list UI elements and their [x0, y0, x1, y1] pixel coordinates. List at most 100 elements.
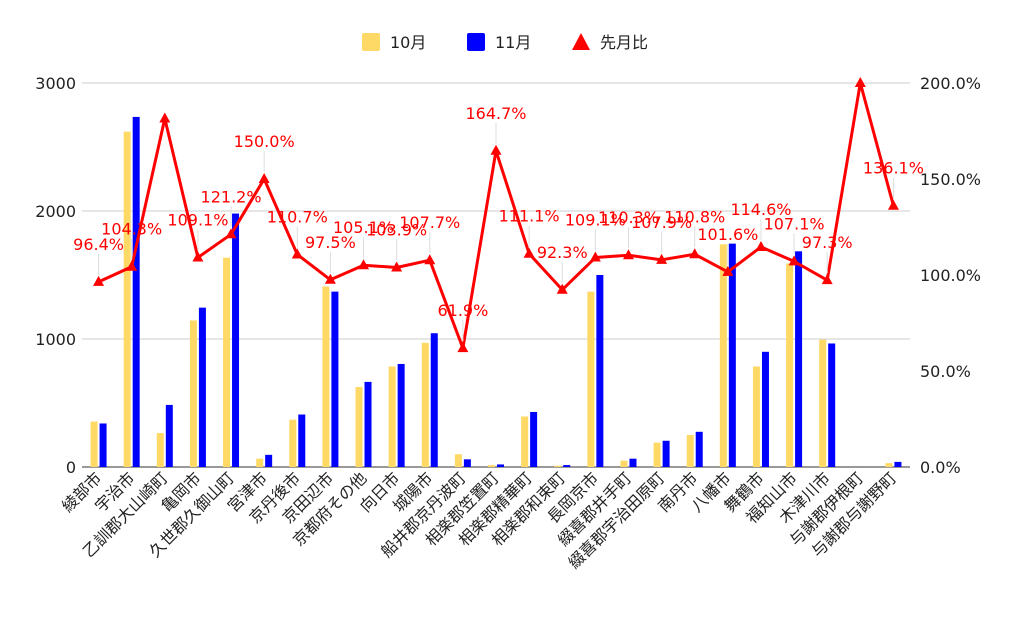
ratio-point	[622, 249, 634, 260]
ratio-point	[854, 77, 866, 87]
bar-nov	[364, 381, 372, 467]
ratio-data-label: 114.6%	[730, 200, 791, 219]
ratio-point	[722, 265, 734, 276]
ratio-point	[258, 173, 270, 183]
bar-oct	[322, 286, 330, 467]
ratio-data-label: 121.2%	[201, 187, 262, 206]
y-left-tick-label: 3000	[35, 74, 76, 93]
y-right-tick-label: 100.0%	[920, 266, 981, 285]
bar-oct	[554, 465, 562, 467]
ratio-point	[755, 240, 767, 251]
y-right-tick-label: 0.0%	[920, 458, 961, 477]
ratio-point	[225, 228, 237, 239]
bar-oct	[653, 442, 661, 467]
ratio-data-label: 110.3%	[598, 208, 659, 227]
bar-oct	[189, 320, 197, 467]
ratio-data-label: 107.9%	[631, 213, 692, 232]
legend-swatch-oct	[362, 33, 380, 51]
ratio-point	[93, 275, 105, 286]
ratio-data-label: 109.1%	[565, 211, 626, 230]
axes: 0 1000 2000 3000 0.0% 50.0% 100.0% 150.0% 200.0%…	[35, 74, 981, 572]
ratio-data-label: 110.8%	[664, 207, 725, 226]
bar-oct	[454, 454, 462, 467]
ratio-point	[788, 255, 800, 266]
ratio-data-label: 136.1%	[863, 159, 924, 178]
bar-nov	[298, 414, 306, 467]
bar-oct	[421, 342, 429, 467]
ratio-data-label: 97.5%	[305, 233, 356, 252]
bar-nov	[795, 251, 803, 467]
bar-nov	[530, 411, 538, 467]
bar-oct	[885, 463, 893, 467]
bar-nov	[265, 454, 273, 467]
ratio-point	[424, 254, 436, 265]
bar-nov	[198, 307, 206, 467]
bars	[90, 116, 902, 468]
bar-nov	[629, 458, 637, 467]
legend-label: 11月	[495, 33, 531, 52]
ratio-data-label: 92.3%	[537, 243, 588, 262]
bar-nov	[397, 363, 405, 467]
bar-oct	[289, 419, 297, 467]
bar-oct	[819, 339, 827, 467]
ratio-data-label: 105.1%	[333, 218, 394, 237]
bar-nov	[99, 423, 107, 467]
bar-nov	[761, 351, 769, 467]
legend[interactable]: 10月 11月 先月比	[362, 33, 648, 52]
legend-label: 10月	[390, 33, 426, 52]
data-labels: 96.4%104.3% 109.1% 121.2% 150.0% 110.7% 97.5%…	[73, 104, 924, 342]
bar-nov	[828, 343, 836, 467]
ratio-point	[589, 251, 601, 262]
bar-nov	[497, 464, 504, 467]
ratio-point	[556, 283, 568, 294]
ratio-data-label: 164.7%	[465, 104, 526, 123]
bar-oct	[388, 366, 396, 467]
ratio-point	[159, 112, 171, 123]
bar-oct	[223, 257, 231, 467]
ratio-data-label: 107.7%	[399, 213, 460, 232]
bar-nov	[331, 291, 339, 467]
ratio-point	[391, 261, 403, 272]
y-right-tick-label: 200.0%	[920, 74, 981, 93]
bar-nov	[232, 213, 240, 467]
bar-nov	[430, 333, 438, 467]
gridlines	[82, 82, 910, 468]
ratio-data-label: 101.6%	[697, 225, 758, 244]
bar-oct	[719, 244, 727, 467]
bar-oct	[752, 366, 760, 467]
ratio-line	[93, 77, 899, 353]
ratio-data-label: 110.7%	[267, 207, 328, 226]
bar-nov	[728, 243, 736, 467]
bar-oct	[90, 421, 98, 467]
ratio-point	[358, 259, 370, 270]
ratio-point	[324, 273, 336, 284]
y-right-tick-label: 150.0%	[920, 170, 981, 189]
bar-oct	[620, 460, 628, 467]
ratio-data-label: 111.1%	[499, 207, 560, 226]
ratio-point	[523, 247, 535, 258]
bar-oct	[123, 131, 131, 467]
ratio-point	[490, 144, 502, 155]
ratio-data-label: 103.9%	[366, 221, 427, 240]
bar-nov	[463, 459, 471, 467]
bar-nov	[165, 404, 173, 467]
ratio-point	[192, 251, 204, 262]
y-right-tick-label: 50.0%	[920, 362, 971, 381]
ratio-point	[689, 248, 701, 259]
ratio-data-label: 104.3%	[101, 220, 162, 239]
ratio-data-label: 109.1%	[167, 211, 228, 230]
ratio-data-label: 97.3%	[802, 233, 853, 252]
bar-oct	[156, 433, 164, 467]
y-left-tick-label: 2000	[35, 202, 76, 221]
bar-nov	[596, 275, 604, 467]
bar-oct	[686, 435, 694, 467]
ratio-point	[887, 199, 899, 210]
bar-nov	[894, 461, 902, 467]
bar-oct	[587, 291, 595, 467]
legend-label: 先月比	[600, 33, 648, 52]
bar-nov	[563, 465, 571, 467]
ratio-point	[457, 342, 469, 353]
bar-oct	[786, 263, 794, 467]
